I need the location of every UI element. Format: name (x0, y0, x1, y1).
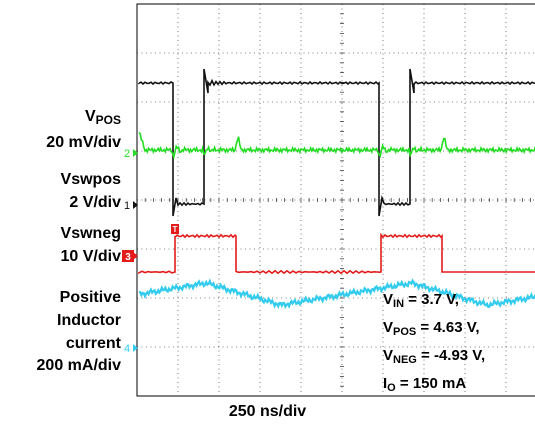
vswneg-label: Vswneg (60, 225, 121, 242)
channel-marker-number: 4 (124, 343, 130, 355)
trace-inductor-current (138, 278, 535, 310)
channel-marker-arrow (133, 149, 138, 157)
channel-marker-box (122, 250, 134, 262)
inductor-label-line1: Positive (59, 289, 121, 306)
inductor-label-line2: Inductor (57, 312, 121, 329)
vpos-label: VPOS (84, 108, 121, 127)
trigger-marker: T (171, 224, 179, 234)
trigger-marker-box (171, 224, 179, 234)
inductor-scale: 200 mA/div (36, 357, 121, 374)
vpos-scale: 20 mV/div (46, 134, 121, 151)
vswpos-label: Vswpos (60, 171, 121, 188)
trace-vswpos (138, 68, 535, 217)
channel-marker-number: 1 (124, 200, 130, 212)
channel-marker-vswneg: 3 (122, 250, 138, 263)
condition-io: IO = 150 mA (383, 375, 467, 394)
condition-vin: VIN = 3.7 V, (383, 291, 459, 310)
trace-vpos (138, 131, 535, 161)
waveform-traces (138, 68, 535, 310)
channel-marker-number: 2 (124, 148, 130, 160)
channel-marker-arrow (133, 252, 138, 260)
trigger-marker-label: T (173, 225, 178, 234)
channel-marker-arrow (133, 201, 138, 209)
x-axis-label: 250 ns/div (228, 403, 307, 420)
vswpos-scale: 2 V/div (69, 194, 121, 211)
channel-marker-vswpos: 1 (124, 200, 138, 212)
channel-marker-number: 3 (125, 252, 131, 263)
condition-vneg: VNEG = -4.93 V, (383, 347, 486, 366)
graticule-border (136, 3, 535, 397)
trace-vswneg (138, 232, 535, 275)
condition-vpos: VPOS = 4.63 V, (383, 319, 480, 338)
inductor-label-line3: current (65, 335, 121, 352)
channel-marker-il: 4 (124, 343, 138, 355)
vswneg-scale: 10 V/div (60, 248, 121, 265)
test-conditions: VIN = 3.7 V, VPOS = 4.63 V, VNEG = -4.93… (383, 288, 485, 400)
channel-markers: 2 1 3 4 T (122, 148, 179, 355)
channel-marker-vpos: 2 (124, 148, 138, 160)
channel-marker-arrow (133, 344, 138, 352)
